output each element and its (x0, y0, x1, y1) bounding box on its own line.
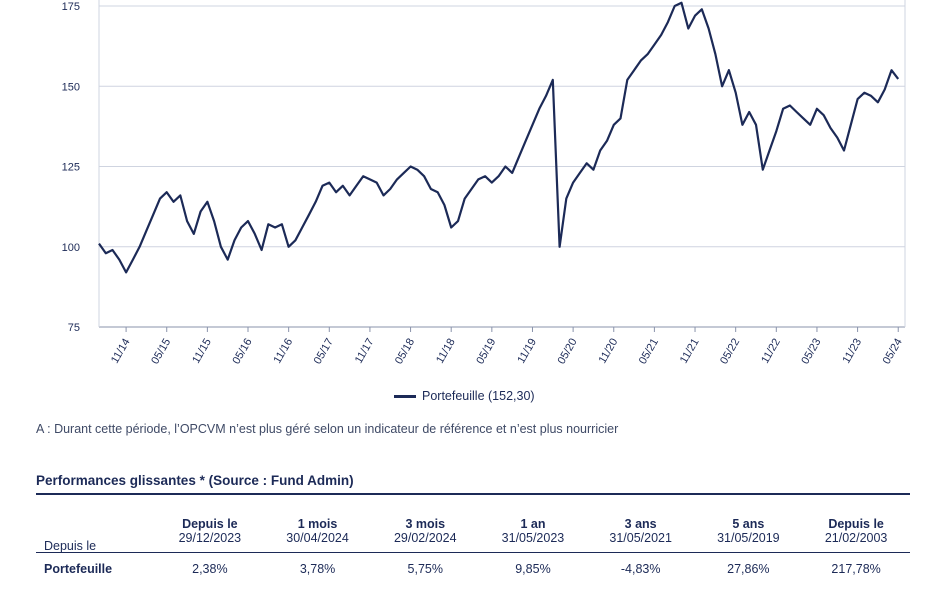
x-tick-label: 11/21 (678, 337, 702, 366)
x-tick-label: 11/18 (434, 337, 458, 366)
period-date: 31/05/2021 (609, 531, 672, 545)
header-row-label: Depuis le (44, 539, 97, 553)
x-tick-label: 11/20 (597, 337, 621, 366)
table-top-rule (36, 493, 910, 495)
y-tick-label: 75 (68, 322, 80, 334)
x-tick-label: 05/23 (799, 337, 823, 367)
period-label: 3 ans (624, 517, 657, 531)
x-tick-label: 05/21 (637, 337, 661, 367)
performance-value: 217,78% (831, 562, 881, 576)
performance-value: 5,75% (407, 562, 443, 576)
performance-value: -4,83% (620, 562, 661, 576)
x-tick-label: 05/15 (149, 337, 173, 367)
y-tick-label: 175 (62, 1, 80, 13)
x-tick-label: 05/17 (312, 337, 336, 367)
x-tick-label: 11/16 (271, 337, 295, 366)
x-tick-label: 11/23 (840, 337, 864, 366)
series-line-portefeuille (98, 1, 900, 274)
period-label: 3 mois (405, 517, 446, 531)
period-date: 29/02/2024 (393, 531, 457, 545)
x-tick-label: 05/18 (393, 337, 417, 367)
y-axis-ticks: 75 100 125 150 175 (62, 1, 80, 334)
period-date: 21/02/2003 (824, 531, 888, 545)
performance-table-title: Performances glissantes * (Source : Fund… (36, 473, 354, 488)
table-date-row: Depuis le 29/12/2023 30/04/2024 29/02/20… (36, 531, 910, 555)
y-tick-label: 150 (62, 81, 80, 93)
footnote: A : Durant cette période, l’OPCVM n’est … (36, 422, 619, 436)
line-chart: 75 100 125 150 175 11/14 05/15 11/15 05/16 11/16… (62, 0, 906, 366)
x-tick-label: 05/16 (230, 337, 254, 367)
period-label: 1 an (520, 517, 546, 531)
period-label: 5 ans (732, 517, 765, 531)
header-empty (36, 509, 156, 531)
performance-value: 2,38% (192, 562, 228, 576)
x-tick-label: 11/22 (759, 337, 783, 366)
performance-value: 3,78% (299, 562, 336, 576)
performance-value: 27,86% (727, 562, 770, 576)
series-layer (98, 1, 900, 274)
x-tick-label: 05/22 (718, 337, 742, 367)
x-tick-label: 11/19 (515, 337, 539, 366)
performance-table: Depuis le 1 mois 3 mois 1 an 3 ans 5 ans… (36, 509, 910, 583)
table-mid-rule (36, 552, 910, 553)
table-row: Portefeuille 2,38% 3,78% 5,75% 9,85% -4,… (36, 555, 910, 583)
grid-lines (98, 0, 906, 328)
period-date: 30/04/2024 (286, 531, 349, 545)
x-tick-label: 11/14 (109, 337, 133, 366)
period-date: 29/12/2023 (178, 531, 242, 545)
legend-swatch (394, 394, 416, 398)
period-label: 1 mois (297, 517, 338, 531)
y-tick-label: 125 (62, 162, 80, 174)
performance-value: 9,85% (515, 562, 551, 576)
x-axis-ticks: 11/14 05/15 11/15 05/16 11/16 05/17 11/17 05/18… (109, 327, 905, 366)
period-label: Depuis le (182, 517, 238, 531)
x-tick-label: 05/24 (881, 337, 905, 367)
y-tick-label: 100 (62, 242, 80, 254)
period-date: 31/05/2019 (717, 531, 780, 545)
x-tick-label: 11/15 (190, 337, 214, 366)
x-tick-label: 05/20 (556, 337, 580, 367)
period-label: Depuis le (828, 517, 884, 531)
legend-label: Portefeuille (152,30) (422, 389, 535, 403)
period-date: 31/05/2023 (501, 531, 565, 545)
chart-legend: Portefeuille (152,30) (394, 389, 535, 403)
x-tick-label: 11/17 (353, 337, 377, 366)
row-label: Portefeuille (44, 562, 113, 576)
x-tick-label: 05/19 (474, 337, 498, 367)
table-header-row: Depuis le 1 mois 3 mois 1 an 3 ans 5 ans… (36, 509, 910, 531)
